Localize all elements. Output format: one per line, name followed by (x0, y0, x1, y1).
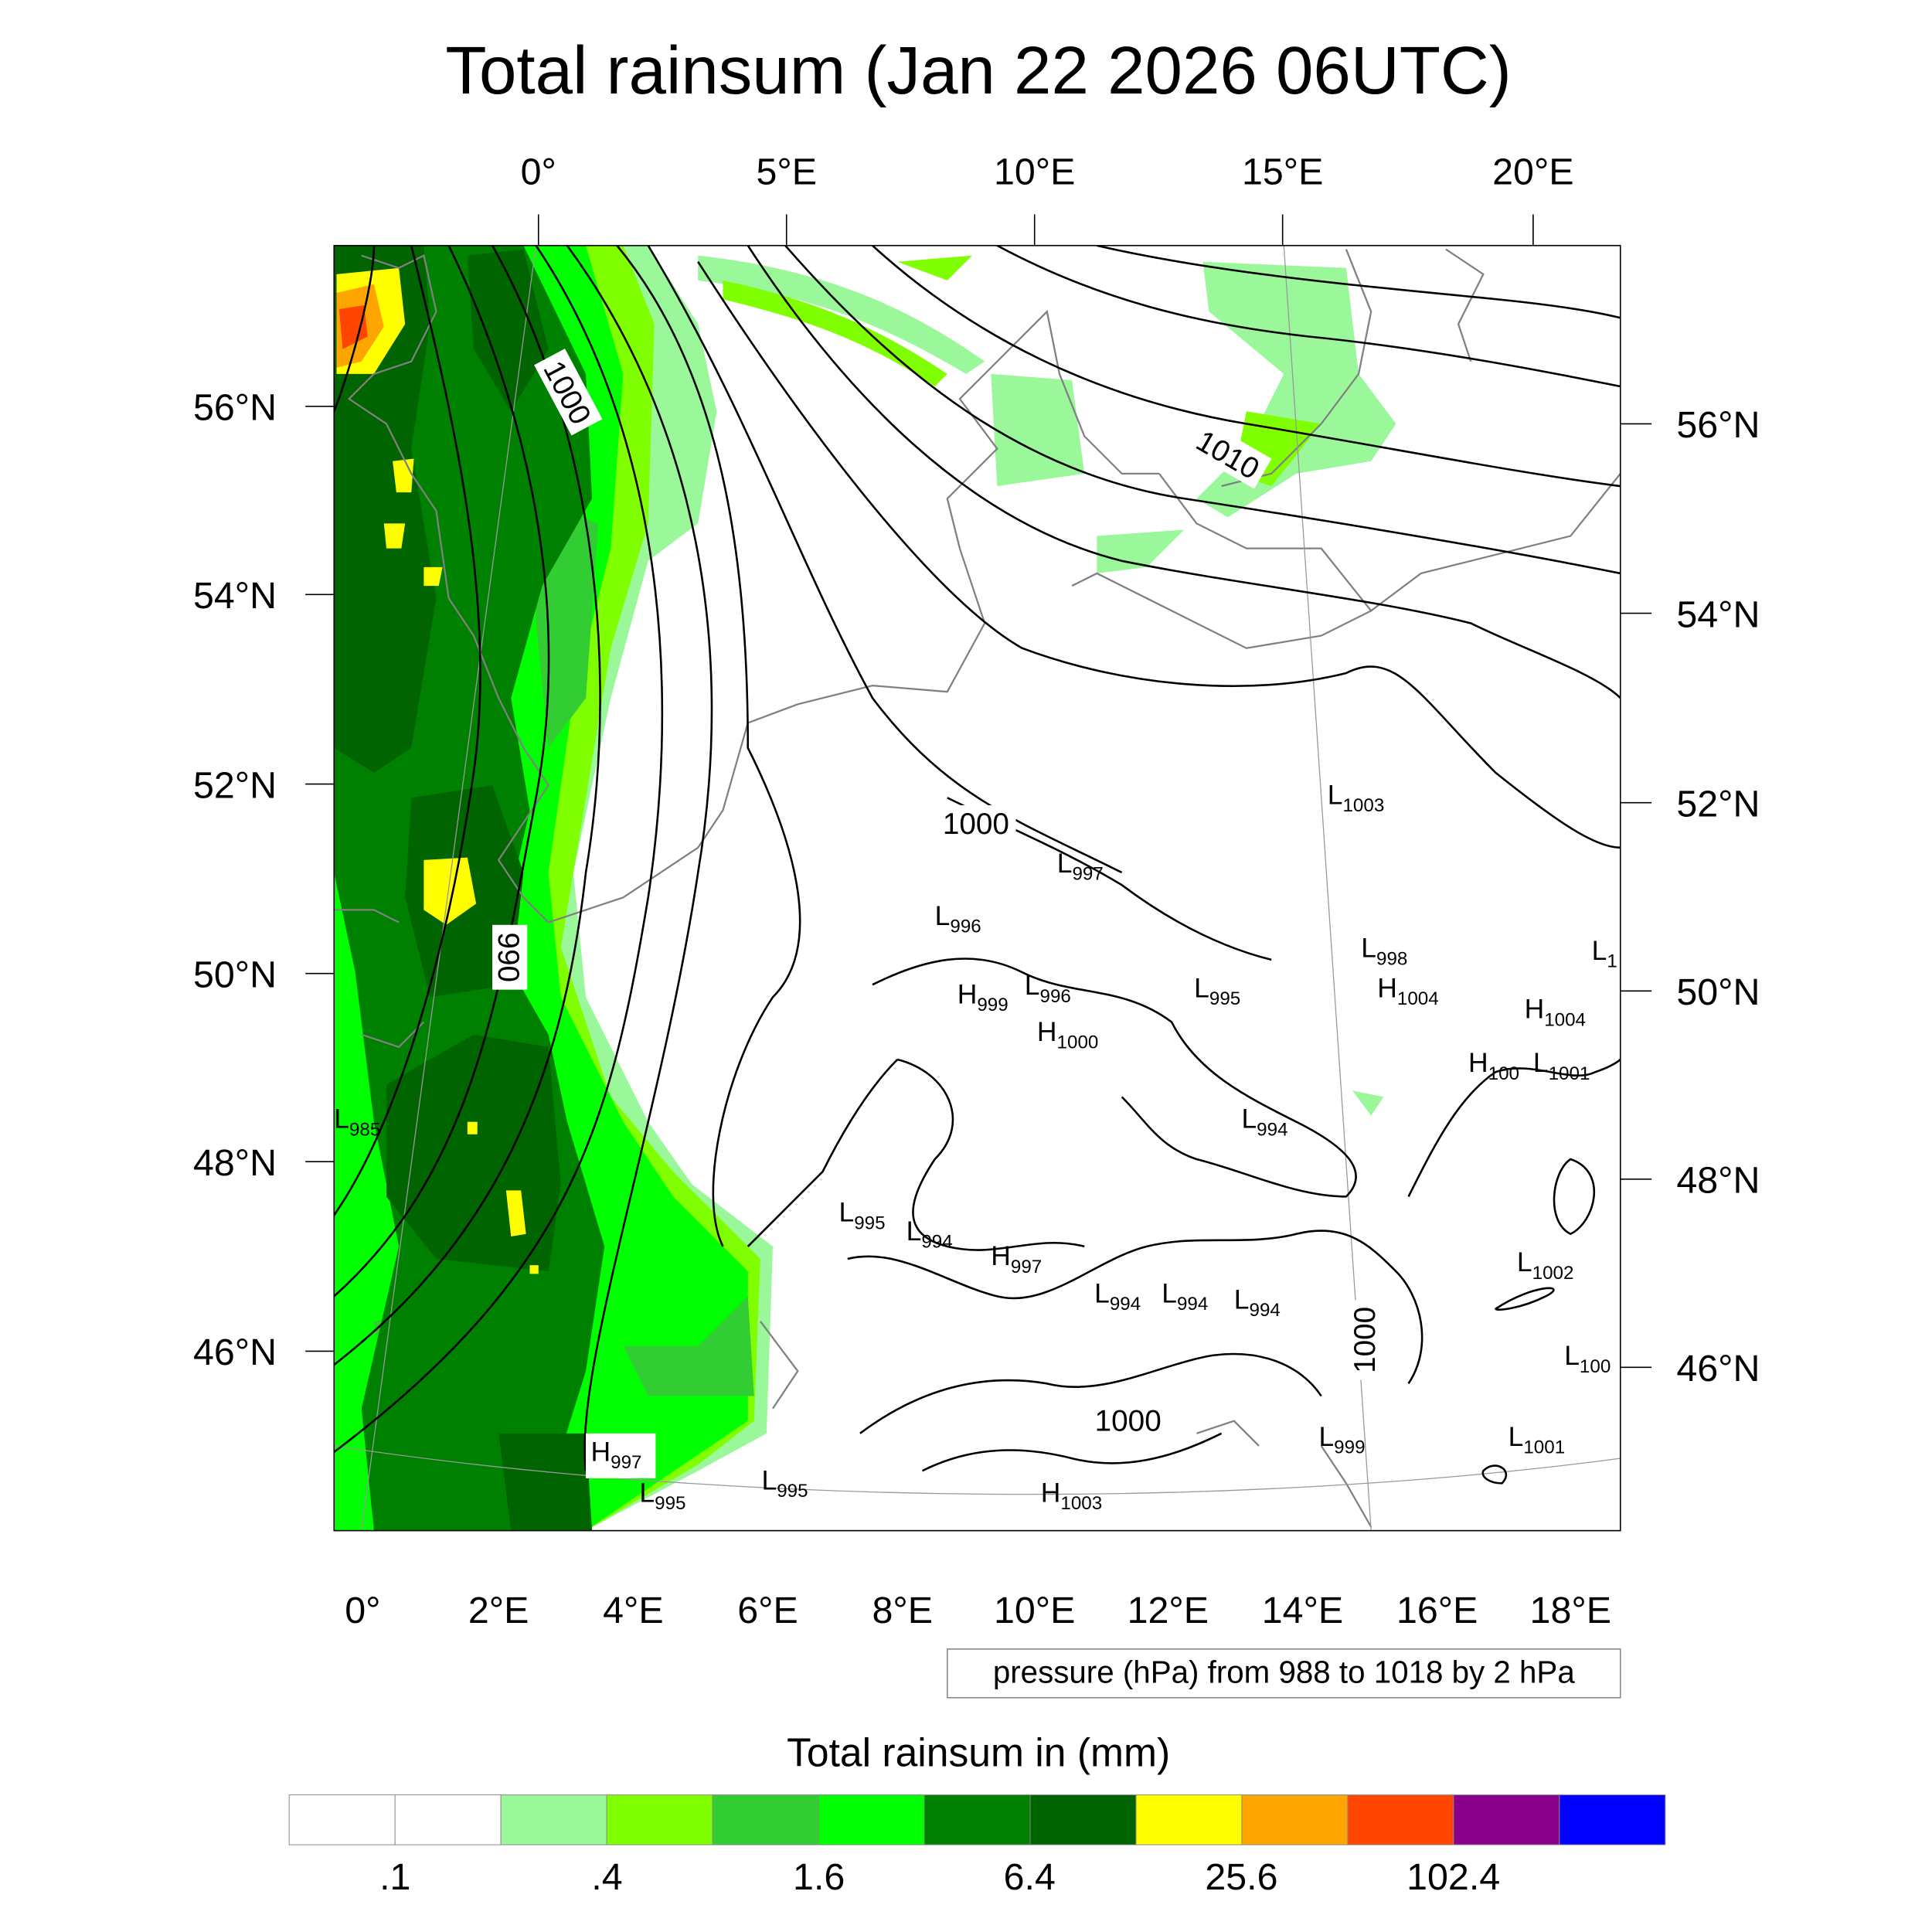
top-longitude-axis: 0° 5°E 10°E 15°E 20°E (521, 151, 1574, 246)
pressure-center-label: H1004 (1525, 994, 1586, 1031)
colorbar-swatch (1453, 1794, 1560, 1845)
pressure-center-label: L995 (639, 1478, 685, 1515)
map-frame (333, 244, 1621, 1532)
colorbar-label: .1 (379, 1856, 410, 1898)
bottom-lon-label: 6°E (737, 1590, 798, 1631)
colorbar-title: Total rainsum in (mm) (787, 1730, 1170, 1774)
bottom-lon-label: 4°E (603, 1590, 664, 1631)
isobar-label: 1000 (1349, 1307, 1382, 1373)
colorbar-label: .4 (591, 1856, 622, 1898)
pressure-center-label: L1001 (1533, 1047, 1590, 1084)
pressure-center-label: L994 (1241, 1104, 1287, 1141)
bottom-longitude-axis: 0° 2°E 4°E 6°E 8°E 10°E 12°E 14°E 16°E 1… (345, 1590, 1611, 1631)
top-lon-label: 0° (521, 151, 556, 193)
pressure-center-label: L995 (838, 1197, 885, 1234)
pressure-center-label: L994 (1162, 1277, 1208, 1315)
right-lat-label: 46°N (1676, 1348, 1760, 1389)
pressure-center-label: H999 (957, 978, 1009, 1015)
colorbar-label: 6.4 (1004, 1856, 1056, 1898)
bottom-lon-label: 14°E (1262, 1590, 1343, 1631)
right-lat-label: 48°N (1676, 1160, 1760, 1202)
figure-title: Total rainsum (Jan 22 2026 06UTC) (445, 33, 1511, 108)
colorbar-swatch (923, 1794, 1031, 1845)
pressure-center-label: L1 (1592, 935, 1617, 972)
pressure-center-label: L994 (906, 1216, 953, 1253)
colorbar-swatch (288, 1794, 396, 1845)
pressure-center-label: L999 (1318, 1421, 1365, 1458)
colorbar-swatch (606, 1794, 713, 1845)
pressure-center-label: H1003 (1041, 1478, 1102, 1515)
pressure-center-label: L994 (1234, 1284, 1281, 1321)
pressure-center-label: L995 (1194, 972, 1240, 1009)
pressure-center-label: H997 (991, 1240, 1042, 1277)
pressure-center-label: L1001 (1509, 1421, 1566, 1458)
rainfall-field (334, 245, 1396, 1531)
pressure-centers: L985 L1003 L997 L996 L998 L1 H999 L996 L… (334, 779, 1617, 1514)
bottom-lon-label: 8°E (872, 1590, 933, 1631)
isobar-label: 990 (492, 932, 525, 982)
contour-info-box: pressure (hPa) from 988 to 1018 by 2 hPa (947, 1648, 1621, 1699)
pressure-center-label: L996 (935, 900, 981, 937)
colorbar-swatch (818, 1794, 925, 1845)
left-latitude-axis: 56°N 54°N 52°N 50°N 48°N 46°N (193, 387, 335, 1373)
left-lat-label: 48°N (193, 1142, 277, 1184)
right-lat-label: 56°N (1676, 404, 1760, 446)
right-latitude-axis: 56°N 54°N 52°N 50°N 48°N 46°N (1620, 404, 1760, 1389)
left-lat-label: 52°N (193, 764, 277, 806)
pressure-center-label: H1004 (1377, 972, 1438, 1009)
colorbar-labels: .1 .4 1.6 6.4 25.6 102.4 (379, 1856, 1500, 1898)
isobar-label: 1000 (1095, 1405, 1162, 1438)
colorbar-swatch (1347, 1794, 1454, 1845)
top-lon-label: 20°E (1492, 151, 1573, 193)
pressure-center-label: H1000 (1037, 1016, 1098, 1053)
colorbar-swatch (1029, 1794, 1137, 1845)
right-lat-label: 50°N (1676, 971, 1760, 1013)
map-panel[interactable]: 1000 990 1010 1000 1000 1000 L985 L1003 … (334, 245, 1621, 1531)
pressure-center-label: L996 (1025, 970, 1071, 1007)
right-lat-label: 54°N (1676, 594, 1760, 635)
pressure-center-label: L997 (1057, 848, 1104, 885)
pressure-center-label: L998 (1361, 933, 1407, 970)
colorbar-label: 25.6 (1205, 1856, 1277, 1898)
pressure-center-label: L995 (761, 1464, 808, 1502)
colorbar-swatch (1559, 1794, 1666, 1845)
pressure-center-label: H100 (1468, 1047, 1519, 1084)
right-lat-label: 52°N (1676, 783, 1760, 825)
isobar-label: 1000 (943, 808, 1009, 841)
pressure-center-label: L1002 (1517, 1247, 1574, 1284)
colorbar (288, 1794, 1666, 1845)
pressure-center-label: L994 (1094, 1277, 1141, 1315)
pressure-center-label: H997 (591, 1436, 642, 1473)
bottom-lon-label: 2°E (468, 1590, 529, 1631)
colorbar-label: 102.4 (1406, 1856, 1500, 1898)
left-lat-label: 54°N (193, 575, 277, 617)
colorbar-swatch (394, 1794, 502, 1845)
colorbar-swatch (1135, 1794, 1243, 1845)
colorbar-label: 1.6 (793, 1856, 845, 1898)
bottom-lon-label: 10°E (994, 1590, 1075, 1631)
colorbar-swatch (712, 1794, 819, 1845)
bottom-lon-label: 16°E (1396, 1590, 1478, 1631)
left-lat-label: 46°N (193, 1332, 277, 1373)
contour-labels: 1000 990 1010 1000 1000 1000 (492, 349, 1382, 1438)
left-lat-label: 56°N (193, 387, 277, 429)
bottom-lon-label: 0° (345, 1590, 380, 1631)
pressure-center-label: L1003 (1328, 779, 1385, 816)
pressure-center-label: L100 (1564, 1340, 1611, 1377)
top-lon-label: 10°E (994, 151, 1075, 193)
colorbar-swatch (500, 1794, 607, 1845)
colorbar-swatch (1241, 1794, 1349, 1845)
contour-info-text: pressure (hPa) from 988 to 1018 by 2 hPa (993, 1654, 1576, 1689)
pressure-center-label: L985 (334, 1104, 380, 1141)
left-lat-label: 50°N (193, 954, 277, 995)
bottom-lon-label: 12°E (1128, 1590, 1209, 1631)
bottom-lon-label: 18°E (1530, 1590, 1611, 1631)
top-lon-label: 5°E (756, 151, 817, 193)
top-lon-label: 15°E (1242, 151, 1323, 193)
